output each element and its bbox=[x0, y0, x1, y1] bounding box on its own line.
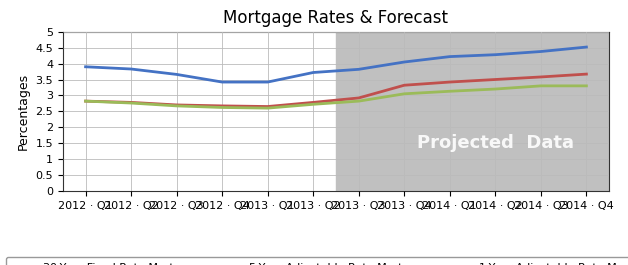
Text: Projected  Data: Projected Data bbox=[417, 134, 574, 152]
Legend: 30-Year Fixed Rate Mortgage, 5-Year Adjustable Rate Mortgage, 1-Year Adjustable : 30-Year Fixed Rate Mortgage, 5-Year Adju… bbox=[6, 257, 628, 265]
30-Year Fixed Rate Mortgage bbox=[264, 81, 271, 84]
Y-axis label: Percentages: Percentages bbox=[17, 73, 30, 150]
1-Year Adjustable Rate Mortgage bbox=[355, 100, 362, 103]
5-Year Adjustable Rate Mortgage bbox=[446, 81, 453, 84]
Line: 5-Year Adjustable Rate Mortgage: 5-Year Adjustable Rate Mortgage bbox=[85, 74, 587, 107]
30-Year Fixed Rate Mortgage bbox=[173, 73, 180, 76]
1-Year Adjustable Rate Mortgage bbox=[173, 104, 180, 108]
5-Year Adjustable Rate Mortgage bbox=[401, 84, 408, 87]
30-Year Fixed Rate Mortgage bbox=[401, 60, 408, 64]
30-Year Fixed Rate Mortgage bbox=[219, 81, 226, 84]
5-Year Adjustable Rate Mortgage bbox=[173, 103, 180, 107]
5-Year Adjustable Rate Mortgage bbox=[583, 73, 590, 76]
1-Year Adjustable Rate Mortgage bbox=[537, 84, 544, 87]
30-Year Fixed Rate Mortgage bbox=[492, 53, 499, 56]
1-Year Adjustable Rate Mortgage bbox=[492, 87, 499, 91]
Line: 30-Year Fixed Rate Mortgage: 30-Year Fixed Rate Mortgage bbox=[85, 47, 587, 82]
1-Year Adjustable Rate Mortgage bbox=[446, 90, 453, 93]
30-Year Fixed Rate Mortgage bbox=[82, 65, 89, 68]
5-Year Adjustable Rate Mortgage bbox=[537, 75, 544, 78]
30-Year Fixed Rate Mortgage bbox=[583, 46, 590, 49]
30-Year Fixed Rate Mortgage bbox=[355, 68, 362, 71]
5-Year Adjustable Rate Mortgage bbox=[264, 105, 271, 108]
1-Year Adjustable Rate Mortgage bbox=[401, 92, 408, 95]
1-Year Adjustable Rate Mortgage bbox=[583, 84, 590, 87]
Line: 1-Year Adjustable Rate Mortgage: 1-Year Adjustable Rate Mortgage bbox=[85, 86, 587, 108]
5-Year Adjustable Rate Mortgage bbox=[127, 101, 135, 104]
5-Year Adjustable Rate Mortgage bbox=[310, 101, 317, 104]
30-Year Fixed Rate Mortgage bbox=[310, 71, 317, 74]
Title: Mortgage Rates & Forecast: Mortgage Rates & Forecast bbox=[224, 10, 448, 28]
1-Year Adjustable Rate Mortgage bbox=[82, 100, 89, 103]
1-Year Adjustable Rate Mortgage bbox=[264, 107, 271, 110]
30-Year Fixed Rate Mortgage bbox=[446, 55, 453, 58]
5-Year Adjustable Rate Mortgage bbox=[355, 96, 362, 100]
1-Year Adjustable Rate Mortgage bbox=[310, 103, 317, 106]
30-Year Fixed Rate Mortgage bbox=[537, 50, 544, 53]
1-Year Adjustable Rate Mortgage bbox=[219, 106, 226, 109]
30-Year Fixed Rate Mortgage bbox=[127, 67, 135, 70]
Bar bbox=[336, 32, 609, 191]
1-Year Adjustable Rate Mortgage bbox=[127, 101, 135, 105]
5-Year Adjustable Rate Mortgage bbox=[492, 78, 499, 81]
5-Year Adjustable Rate Mortgage bbox=[82, 100, 89, 103]
5-Year Adjustable Rate Mortgage bbox=[219, 104, 226, 108]
